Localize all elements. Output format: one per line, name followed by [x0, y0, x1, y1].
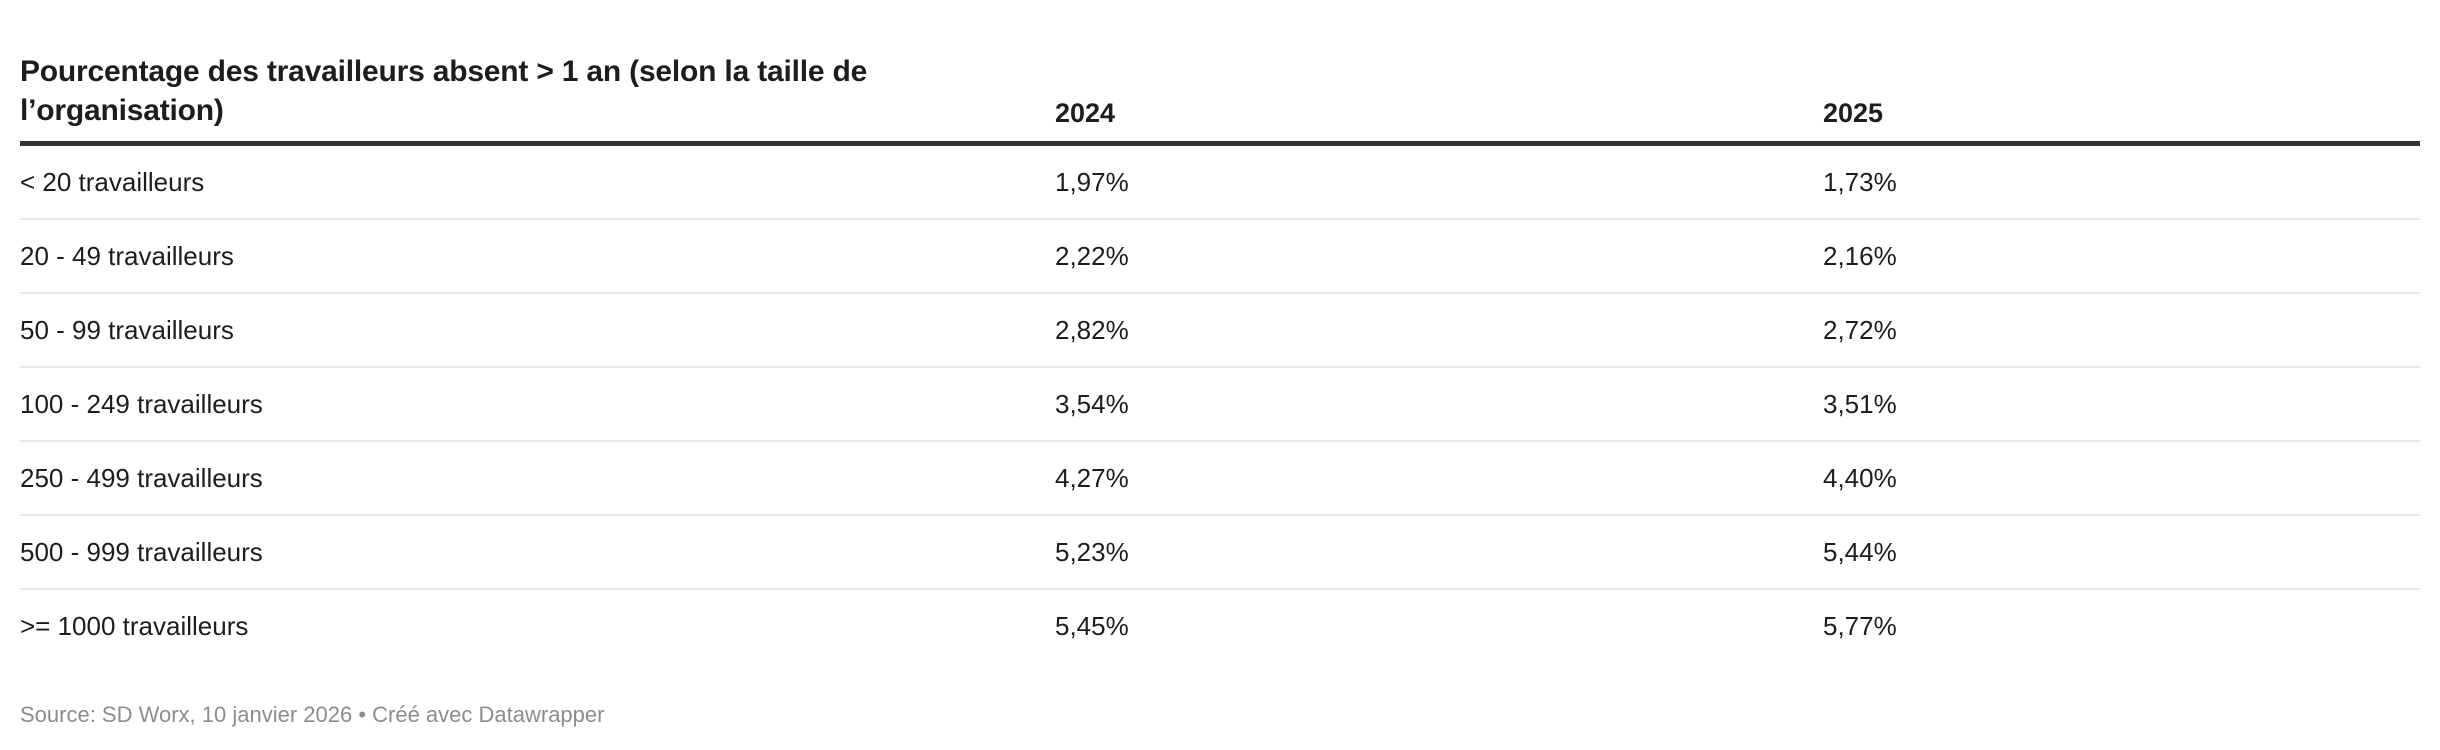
row-value-2024: 2,22%	[1055, 240, 1129, 271]
row-value-2024: 3,54%	[1055, 388, 1129, 419]
table-row: < 20 travailleurs 1,97% 1,73%	[20, 146, 2420, 220]
table-title: Pourcentage des travailleurs absent > 1 …	[20, 55, 868, 127]
table-row: 100 - 249 travailleurs 3,54% 3,51%	[20, 368, 2420, 442]
row-value-2025: 4,40%	[1823, 462, 1897, 493]
table-row: 250 - 499 travailleurs 4,27% 4,40%	[20, 442, 2420, 516]
row-value-2025: 1,73%	[1823, 166, 1897, 197]
row-label: 100 - 249 travailleurs	[20, 388, 263, 419]
row-label: 500 - 999 travailleurs	[20, 536, 263, 567]
column-header-2024: 2024	[1055, 98, 1116, 128]
row-value-2025: 3,51%	[1823, 388, 1897, 419]
row-label: 250 - 499 travailleurs	[20, 462, 263, 493]
table-row: >= 1000 travailleurs 5,45% 5,77%	[20, 590, 2420, 663]
row-value-2025: 2,16%	[1823, 240, 1897, 271]
table-row: 50 - 99 travailleurs 2,82% 2,72%	[20, 294, 2420, 368]
row-value-2025: 2,72%	[1823, 314, 1897, 345]
source-note: Source: SD Worx, 10 janvier 2026 • Créé …	[20, 702, 605, 727]
table-body: < 20 travailleurs 1,97% 1,73% 20 - 49 tr…	[20, 146, 2420, 663]
row-label: 20 - 49 travailleurs	[20, 240, 234, 271]
row-label: >= 1000 travailleurs	[20, 611, 249, 641]
row-value-2025: 5,44%	[1823, 536, 1897, 567]
table-row: 500 - 999 travailleurs 5,23% 5,44%	[20, 516, 2420, 590]
table-row: 20 - 49 travailleurs 2,22% 2,16%	[20, 220, 2420, 294]
row-value-2025: 5,77%	[1823, 611, 1897, 641]
row-label: < 20 travailleurs	[20, 166, 205, 197]
column-header-2025: 2025	[1823, 98, 1884, 128]
table-header-row: Pourcentage des travailleurs absent > 1 …	[20, 0, 2420, 146]
row-value-2024: 5,23%	[1055, 536, 1129, 567]
row-value-2024: 2,82%	[1055, 314, 1129, 345]
row-value-2024: 5,45%	[1055, 611, 1129, 641]
datawrapper-table: Pourcentage des travailleurs absent > 1 …	[20, 0, 2420, 729]
row-value-2024: 4,27%	[1055, 462, 1129, 493]
row-value-2024: 1,97%	[1055, 166, 1129, 197]
row-label: 50 - 99 travailleurs	[20, 314, 234, 345]
